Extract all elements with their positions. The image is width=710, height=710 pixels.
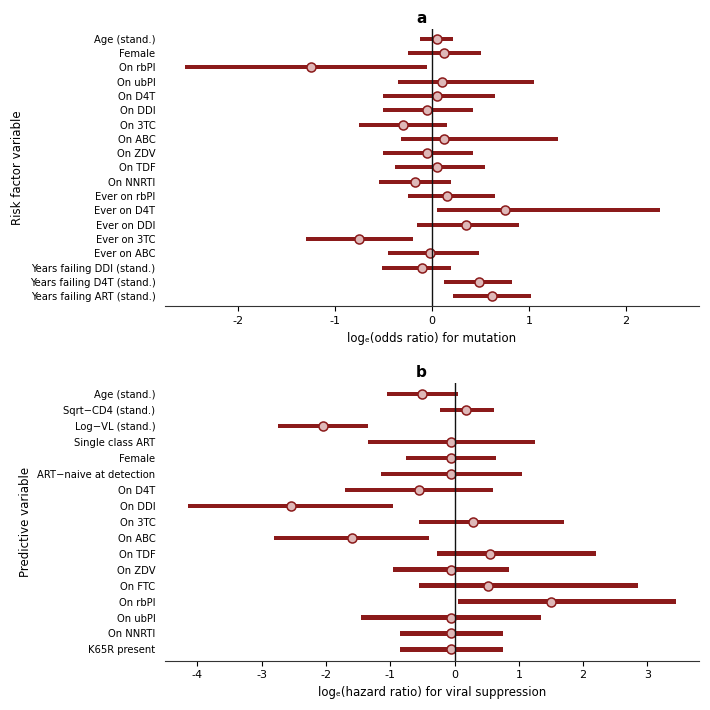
Bar (440, 408, 494, 413)
Bar (406, 456, 496, 460)
Bar (381, 471, 522, 476)
Bar (454, 294, 531, 298)
Bar (306, 237, 413, 241)
Y-axis label: Predictive variable: Predictive variable (18, 466, 32, 577)
Bar (185, 65, 427, 70)
Bar (388, 251, 479, 256)
Bar (417, 223, 519, 226)
Bar (383, 94, 495, 98)
Bar (419, 520, 564, 524)
Bar (378, 180, 452, 184)
Bar (395, 165, 486, 170)
Bar (393, 567, 509, 572)
Bar (345, 488, 493, 492)
Bar (187, 503, 393, 508)
Bar (419, 584, 638, 588)
Bar (458, 599, 677, 604)
Bar (400, 631, 503, 635)
Bar (368, 439, 535, 444)
Title: a: a (416, 11, 427, 26)
Bar (420, 37, 454, 40)
Bar (278, 424, 368, 428)
Bar (437, 209, 660, 212)
Bar (444, 280, 512, 284)
Title: b: b (416, 366, 427, 381)
X-axis label: logₑ(odds ratio) for mutation: logₑ(odds ratio) for mutation (347, 332, 517, 344)
Bar (408, 194, 495, 198)
Bar (275, 535, 429, 540)
Bar (387, 392, 458, 396)
X-axis label: logₑ(hazard ratio) for viral suppression: logₑ(hazard ratio) for viral suppression (318, 686, 546, 699)
Bar (398, 80, 534, 84)
Bar (381, 266, 452, 270)
Bar (383, 108, 473, 112)
Bar (361, 616, 541, 620)
Bar (401, 137, 558, 141)
Bar (437, 552, 596, 556)
Bar (383, 151, 473, 155)
Bar (400, 648, 503, 652)
Bar (359, 123, 447, 126)
Bar (408, 51, 481, 55)
Y-axis label: Risk factor variable: Risk factor variable (11, 110, 24, 225)
